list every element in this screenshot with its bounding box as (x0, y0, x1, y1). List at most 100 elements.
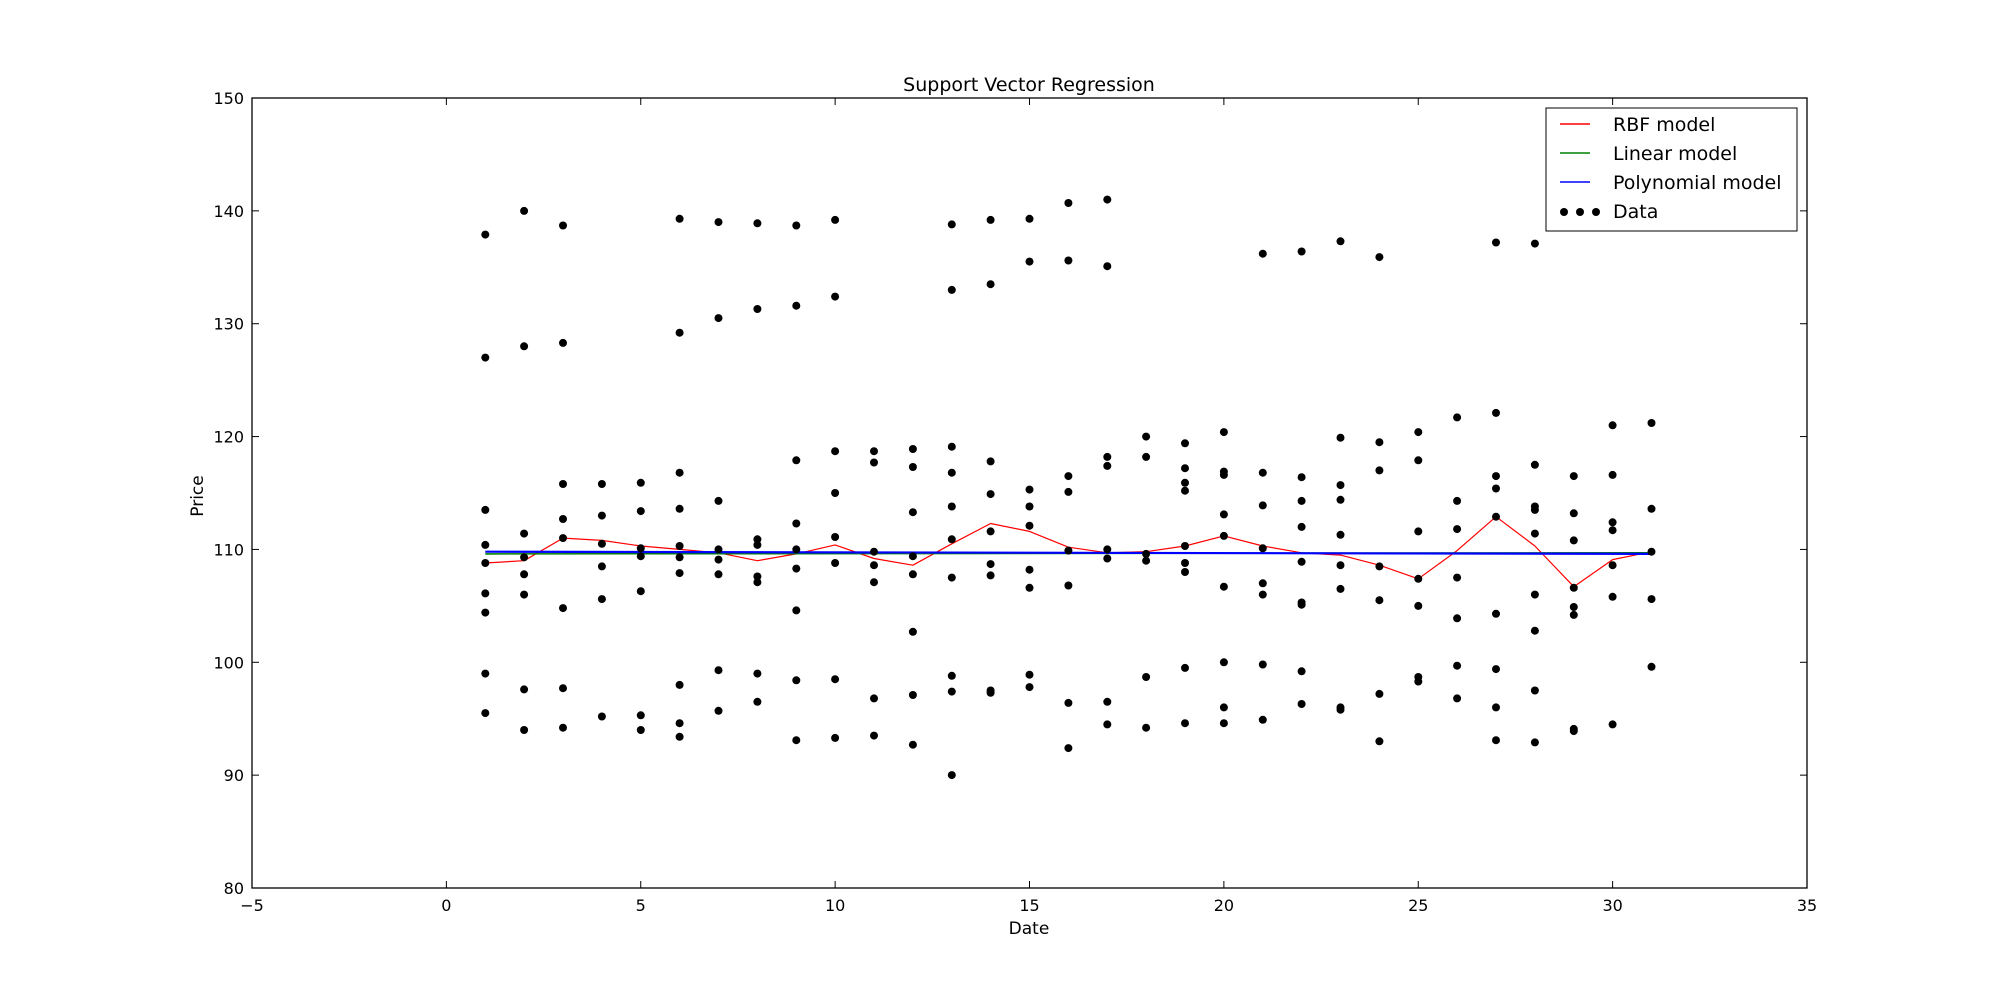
data-point (831, 733, 840, 742)
data-point (1258, 715, 1267, 724)
data-point (1297, 473, 1306, 482)
data-point (1181, 464, 1189, 473)
data-point (714, 545, 723, 554)
data-point (1025, 214, 1034, 223)
data-point (1530, 738, 1539, 747)
data-point (831, 447, 840, 456)
data-point (1181, 439, 1189, 448)
data-point (559, 684, 567, 693)
data-point (1569, 472, 1578, 481)
data-point (908, 463, 917, 471)
data-point (1569, 603, 1578, 611)
data-point (986, 490, 995, 499)
data-point (1453, 694, 1462, 703)
data-point (1025, 683, 1034, 692)
data-point (1297, 496, 1306, 505)
data-point (1025, 485, 1034, 494)
data-point (675, 553, 684, 562)
data-point (1453, 661, 1462, 670)
data-point (792, 519, 801, 528)
y-tick-label: 90 (224, 766, 244, 785)
data-point (636, 552, 645, 561)
data-point (870, 561, 878, 570)
data-point (1492, 512, 1500, 521)
data-point (1530, 626, 1539, 635)
data-point (1181, 719, 1189, 728)
data-point (870, 547, 878, 556)
data-point (1219, 510, 1228, 519)
data-point (908, 627, 917, 636)
data-point (714, 666, 723, 675)
data-point (1297, 247, 1306, 256)
y-tick-label: 120 (213, 428, 244, 447)
data-point (597, 595, 606, 604)
data-point (1492, 238, 1500, 247)
data-point (597, 712, 606, 721)
data-point (1025, 502, 1034, 511)
data-point (753, 219, 762, 228)
data-point (1492, 472, 1500, 481)
data-point (792, 301, 801, 310)
data-point (1258, 501, 1267, 510)
data-point (1258, 660, 1267, 669)
data-point (1336, 584, 1345, 593)
data-point (986, 560, 995, 569)
data-point (1064, 256, 1073, 265)
data-point (831, 675, 840, 684)
data-point (908, 740, 917, 749)
data-point (597, 480, 606, 488)
data-point (1297, 557, 1306, 566)
y-tick-label: 150 (213, 89, 244, 108)
data-point (1064, 698, 1073, 707)
data-point (481, 559, 490, 567)
data-point (1414, 428, 1423, 437)
data-point (1492, 736, 1500, 745)
x-tick-label: −5 (240, 896, 264, 915)
data-point (559, 604, 567, 613)
x-tick-label: 30 (1602, 896, 1622, 915)
data-point (1492, 609, 1500, 618)
data-point (1142, 723, 1151, 732)
legend-label: RBF model (1613, 114, 1715, 136)
data-point (1336, 495, 1345, 504)
data-point (947, 285, 956, 294)
data-point (870, 578, 878, 587)
y-axis-label: Price (188, 475, 208, 516)
data-point (675, 569, 684, 578)
data-point (636, 711, 645, 720)
data-point (1336, 433, 1345, 442)
legend-data-marker (1560, 208, 1568, 216)
x-tick-label: 10 (825, 896, 845, 915)
chart-title: Support Vector Regression (903, 74, 1155, 96)
data-point (1414, 456, 1423, 465)
data-point (947, 468, 956, 477)
data-point (947, 442, 956, 451)
data-point (520, 342, 529, 351)
axis-ticks: −5 0 5 10 15 20 25 30 35 80 90 100 110 120 130 140 150 (213, 89, 1817, 915)
data-point (1064, 581, 1073, 590)
data-point (1530, 529, 1539, 538)
data-point (636, 544, 645, 553)
data-point (986, 457, 995, 466)
data-point (753, 305, 762, 313)
data-point (520, 206, 529, 215)
data-point (986, 527, 995, 536)
data-point (714, 706, 723, 715)
data-point (481, 353, 490, 362)
data-point (1647, 595, 1656, 604)
data-point (831, 292, 840, 301)
data-point (1142, 549, 1151, 558)
data-point (1453, 614, 1462, 623)
data-point (947, 535, 956, 544)
data-point (675, 732, 684, 741)
legend-label: Polynomial model (1613, 172, 1782, 194)
data-point (1297, 667, 1306, 676)
x-tick-label: 35 (1797, 896, 1817, 915)
data-point (1453, 496, 1462, 505)
data-point (753, 578, 762, 587)
data-point (520, 529, 529, 538)
x-tick-label: 25 (1408, 896, 1428, 915)
data-point (1064, 546, 1073, 555)
data-point (1608, 720, 1617, 729)
